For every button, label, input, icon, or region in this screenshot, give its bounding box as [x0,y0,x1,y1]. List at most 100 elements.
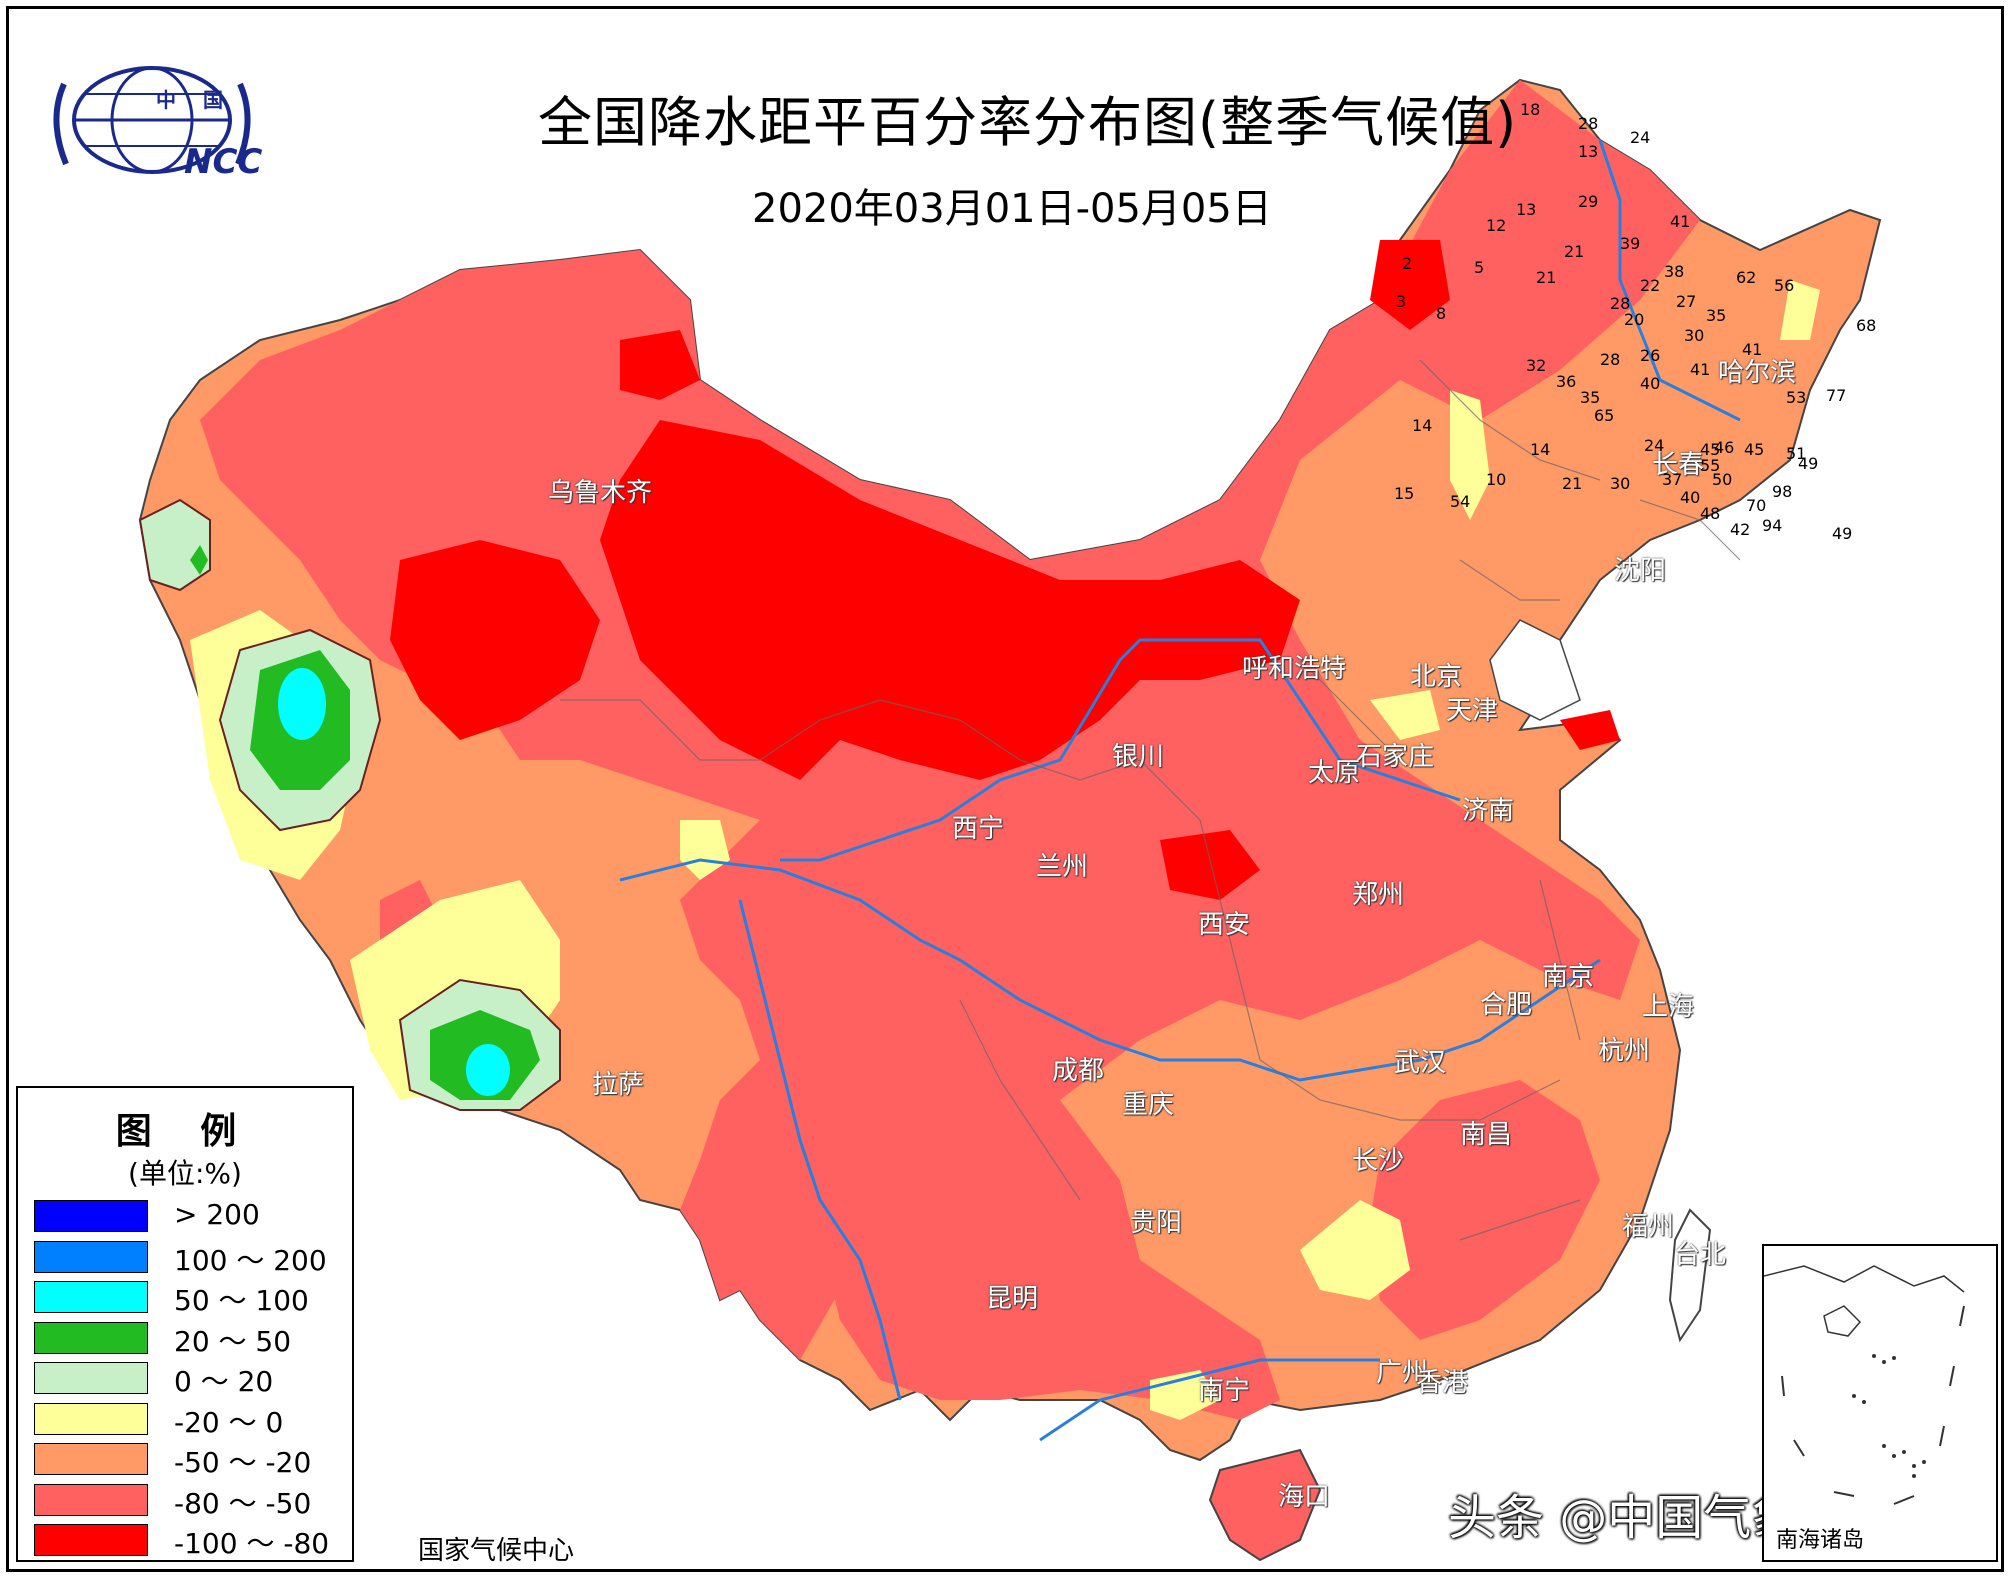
station-value: 5 [1474,258,1485,277]
station-value: 46 [1714,438,1735,457]
station-value: 42 [1730,520,1751,539]
station-value: 39 [1620,234,1641,253]
station-value: 49 [1798,454,1819,473]
station-value: 56 [1774,276,1795,295]
south-china-sea-inset: 南海诸岛 [1762,1244,1998,1562]
station-value: 29 [1578,192,1599,211]
city-label: 长春 [1652,450,1705,480]
legend-item: 20 ～ 50 [34,1321,344,1358]
city-label: 合肥 [1480,990,1533,1020]
station-value: 45 [1700,440,1721,459]
station-value: 13 [1516,200,1537,219]
station-value: 21 [1562,474,1583,493]
legend-item: 0 ～ 20 [34,1362,344,1398]
station-value: 94 [1762,516,1783,535]
legend-label: -80 ～ -50 [174,1486,312,1520]
city-label: 银川 [1112,742,1165,772]
station-value: 53 [1786,388,1807,407]
city-label: 广州 [1376,1358,1429,1388]
city-label: 北京 [1410,662,1463,692]
legend-swatch [34,1321,148,1354]
city-label: 沈阳 [1614,556,1667,586]
station-value: 49 [1832,524,1853,543]
legend-item: 100 ～ 200 [34,1240,344,1277]
legend-swatch [34,1240,148,1273]
ncc-logo: 中 国 NCC [44,44,263,184]
legend-swatch [34,1362,148,1394]
legend-swatch [34,1200,148,1232]
station-value: 3 [1396,292,1407,311]
legend-swatch [34,1483,148,1516]
legend-item: -100 ～ -80 [34,1524,344,1560]
station-value: 65 [1594,406,1615,425]
station-value: 37 [1662,470,1683,489]
city-label: 贵阳 [1130,1208,1183,1238]
city-label: 长沙 [1352,1146,1405,1176]
station-value: 68 [1856,316,1877,335]
station-value: 70 [1746,496,1767,515]
legend-label: > 200 [174,1198,260,1231]
legend-swatch [34,1402,148,1435]
station-value: 10 [1486,470,1507,489]
station-value: 15 [1394,484,1415,503]
city-label: 南京 [1542,962,1595,992]
taiwan-island [1668,1208,1712,1343]
city-label: 台北 [1674,1240,1727,1270]
city-label: 西安 [1198,910,1251,940]
station-value: 98 [1772,482,1793,501]
legend-swatch [34,1281,148,1313]
city-label: 哈尔滨 [1718,358,1797,388]
station-value: 13 [1578,142,1599,161]
city-label: 南宁 [1198,1376,1251,1406]
station-value: 28 [1610,294,1631,313]
city-label: 天津 [1446,696,1499,726]
city-label: 西宁 [952,814,1005,844]
station-value: 55 [1700,456,1721,475]
city-label: 香港 [1416,1368,1469,1398]
map-title: 全国降水距平百分率分布图(整季气候值) [538,91,1518,154]
logo-country-text: 中 国 [156,88,233,112]
city-label: 上海 [1642,992,1695,1022]
station-value: 28 [1578,114,1599,133]
city-label: 昆明 [986,1284,1039,1314]
station-value: 30 [1684,326,1705,345]
legend-label: 100 ～ 200 [174,1243,327,1277]
city-label: 太原 [1308,758,1361,788]
station-value: 35 [1706,306,1727,325]
legend-label: -100 ～ -80 [174,1527,330,1560]
station-value: 40 [1680,488,1701,507]
station-value: 20 [1624,310,1645,329]
legend-label: -50 ～ -20 [174,1446,312,1479]
city-label: 兰州 [1036,852,1089,882]
legend-label: 0 ～ 20 [174,1365,274,1398]
legend-item: -20 ～ 0 [34,1402,344,1439]
station-value: 45 [1744,440,1765,459]
station-value: 41 [1690,360,1711,379]
inset-map [1763,1265,1965,1505]
station-value: 51 [1786,444,1807,463]
legend-item: -50 ～ -20 [34,1443,344,1479]
station-value: 54 [1450,492,1471,511]
city-label: 重庆 [1122,1090,1175,1120]
city-label: 武汉 [1394,1048,1447,1078]
map-legend: 图 例 (单位:%) > 200 100 ～ 200 50 ～ 100 20 ～ 50… [16,1086,354,1562]
hainan-island [1208,1448,1322,1562]
station-value: 14 [1530,440,1551,459]
station-value: 62 [1736,268,1757,287]
station-value: 50 [1712,470,1733,489]
station-value: 2 [1402,254,1413,273]
legend-item: 50 ～ 100 [34,1281,344,1317]
inset-label: 南海诸岛 [1776,1528,1865,1553]
city-label: 海口 [1278,1482,1331,1512]
legend-label: 50 ～ 100 [174,1284,309,1317]
legend-label: -20 ～ 0 [174,1405,284,1439]
legend-title: 图 例 [115,1111,255,1152]
logo-org-text: NCC [184,142,263,182]
city-label: 杭州 [1598,1036,1651,1066]
city-label: 石家庄 [1356,742,1435,772]
station-value: 41 [1670,212,1691,231]
bohai-sea [1489,619,1581,721]
city-label: 拉萨 [592,1070,645,1100]
station-value: 30 [1610,474,1631,493]
